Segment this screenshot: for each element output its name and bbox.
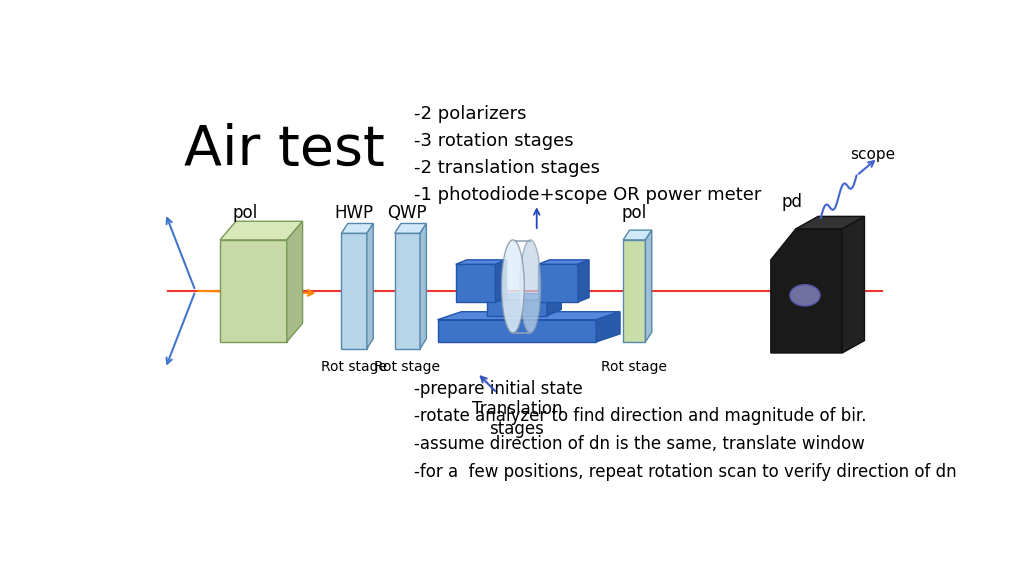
Polygon shape: [486, 294, 561, 300]
Text: pd: pd: [781, 193, 803, 211]
Polygon shape: [771, 229, 842, 353]
Polygon shape: [220, 240, 287, 342]
Text: Translation
stages: Translation stages: [472, 400, 562, 438]
Polygon shape: [394, 233, 420, 348]
Polygon shape: [842, 217, 864, 353]
Polygon shape: [513, 332, 530, 333]
Text: Rot stage: Rot stage: [375, 359, 440, 374]
Polygon shape: [341, 223, 373, 233]
Text: -prepare initial state
-rotate analyzer to find direction and magnitude of bir.
: -prepare initial state -rotate analyzer …: [414, 380, 956, 481]
Polygon shape: [578, 260, 589, 302]
Polygon shape: [645, 230, 652, 342]
Polygon shape: [456, 260, 507, 264]
Polygon shape: [394, 223, 426, 233]
Text: scope: scope: [850, 147, 895, 162]
Polygon shape: [624, 230, 652, 240]
Text: Rot stage: Rot stage: [601, 359, 668, 374]
Polygon shape: [456, 264, 496, 302]
Polygon shape: [437, 312, 620, 320]
Ellipse shape: [502, 240, 524, 333]
Text: QWP: QWP: [387, 204, 427, 222]
Polygon shape: [513, 240, 530, 241]
Polygon shape: [367, 223, 373, 348]
Polygon shape: [287, 221, 303, 342]
Text: pol: pol: [232, 204, 258, 222]
Polygon shape: [547, 294, 561, 316]
Polygon shape: [437, 320, 596, 342]
Polygon shape: [496, 260, 507, 302]
Polygon shape: [341, 233, 367, 348]
Text: pol: pol: [622, 204, 647, 222]
Polygon shape: [420, 223, 426, 348]
Text: HWP: HWP: [335, 204, 374, 222]
Polygon shape: [596, 312, 620, 342]
Text: Rot stage: Rot stage: [322, 359, 387, 374]
Text: -2 polarizers
-3 rotation stages
-2 translation stages
-1 photodiode+scope OR po: -2 polarizers -3 rotation stages -2 tran…: [414, 105, 761, 204]
Polygon shape: [486, 300, 547, 316]
Polygon shape: [539, 264, 578, 302]
Polygon shape: [796, 217, 864, 229]
Ellipse shape: [520, 240, 541, 333]
Polygon shape: [539, 260, 589, 264]
Text: Air test: Air test: [183, 122, 384, 176]
Polygon shape: [624, 240, 645, 342]
Ellipse shape: [790, 285, 820, 306]
Polygon shape: [220, 221, 303, 240]
